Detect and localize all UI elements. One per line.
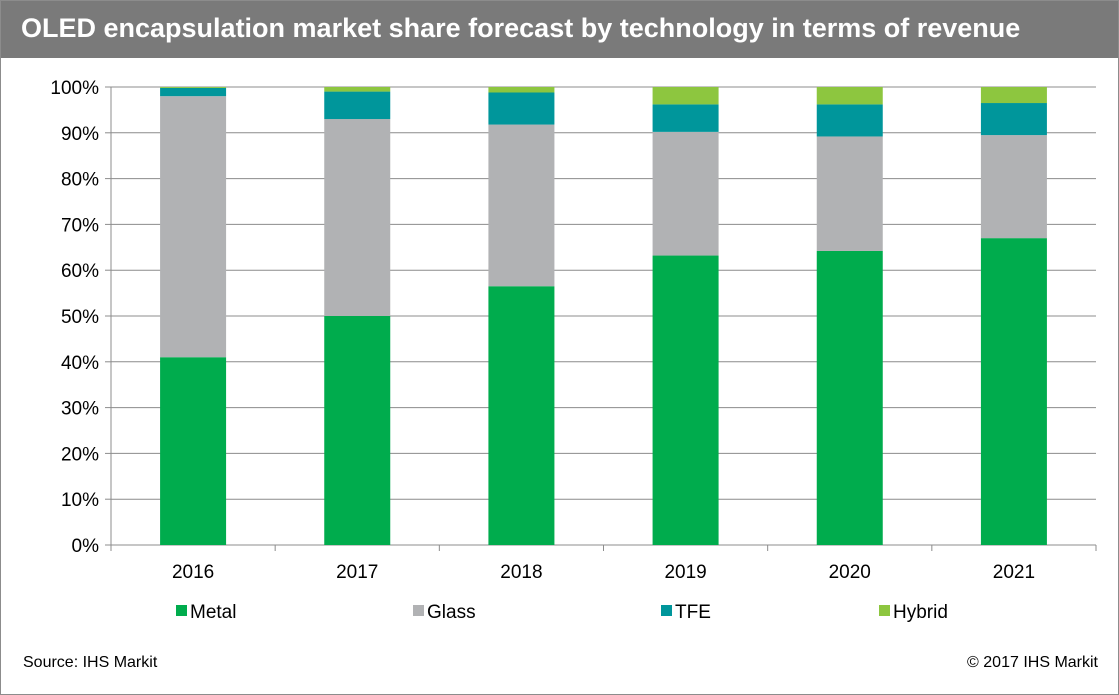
bar-glass-2016 (160, 96, 227, 358)
x-tick-label: 2016 (172, 562, 214, 583)
source-note: Source: IHS Markit (23, 654, 158, 671)
y-tick-label: 50% (61, 307, 99, 328)
bar-glass-2018 (488, 124, 555, 287)
bar-tfe-2020 (816, 104, 883, 137)
x-tick-label: 2020 (829, 562, 871, 583)
bar-metal-2017 (324, 316, 391, 545)
y-tick-label: 60% (61, 261, 99, 282)
title-bar: OLED encapsulation market share forecast… (1, 1, 1118, 58)
y-tick-label: 100% (50, 78, 99, 99)
bar-hybrid-2020 (816, 87, 883, 105)
bar-metal-2020 (816, 250, 883, 546)
legend-swatch-tfe (661, 605, 672, 616)
bar-tfe-2018 (488, 92, 555, 125)
bar-glass-2019 (652, 131, 719, 256)
bar-metal-2021 (980, 238, 1047, 545)
bar-metal-2016 (160, 357, 227, 545)
x-tick-label: 2018 (500, 562, 542, 583)
x-tick-label: 2017 (336, 562, 378, 583)
bar-glass-2017 (324, 119, 391, 316)
y-tick-label: 0% (72, 536, 100, 557)
y-tick-label: 90% (61, 124, 99, 145)
bar-hybrid-2016 (160, 87, 227, 88)
legend-label-tfe: TFE (675, 602, 711, 623)
bar-metal-2019 (652, 255, 719, 545)
y-tick-label: 80% (61, 170, 99, 191)
x-tick-label: 2021 (993, 562, 1035, 583)
y-tick-label: 20% (61, 444, 99, 465)
x-tick-label: 2019 (664, 562, 706, 583)
bar-hybrid-2018 (488, 87, 555, 93)
y-tick-label: 40% (61, 353, 99, 374)
legend-swatch-glass (413, 605, 424, 616)
copyright-note: © 2017 IHS Markit (967, 654, 1098, 671)
bar-glass-2020 (816, 136, 883, 251)
bar-tfe-2021 (980, 103, 1047, 136)
legend-label-metal: Metal (190, 602, 236, 623)
y-tick-label: 10% (61, 490, 99, 511)
y-tick-label: 70% (61, 215, 99, 236)
bar-hybrid-2019 (652, 87, 719, 105)
legend-label-hybrid: Hybrid (893, 602, 948, 623)
legend-label-glass: Glass (427, 602, 476, 623)
bar-glass-2021 (980, 135, 1047, 239)
y-tick-label: 30% (61, 399, 99, 420)
bar-hybrid-2021 (980, 87, 1047, 104)
bar-tfe-2017 (324, 91, 391, 120)
bar-hybrid-2017 (324, 87, 391, 92)
legend-swatch-metal (176, 605, 187, 616)
bar-tfe-2019 (652, 104, 719, 132)
bar-metal-2018 (488, 286, 555, 545)
bar-tfe-2016 (160, 87, 227, 97)
chart-title: OLED encapsulation market share forecast… (21, 13, 1021, 43)
legend-swatch-hybrid (879, 605, 890, 616)
